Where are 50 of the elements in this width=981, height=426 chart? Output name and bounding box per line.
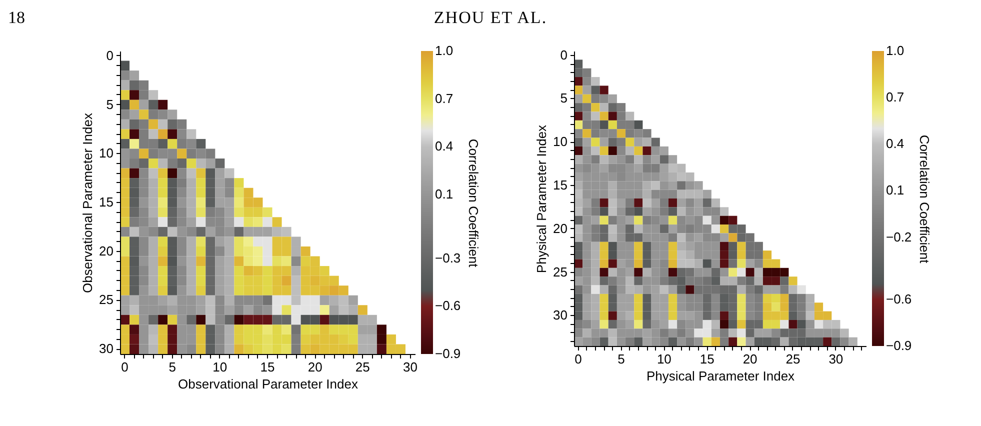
y-tick-label: 15 — [99, 194, 114, 210]
text: 18 — [8, 8, 25, 28]
color-bar-label: −0.6 — [435, 298, 461, 314]
color-bar-label: 0.1 — [435, 186, 454, 202]
color-bar-label: 0.1 — [886, 182, 904, 198]
x-tick-label: 5 — [168, 360, 176, 374]
x-tick-label: 5 — [618, 352, 625, 366]
x-tick-label: 15 — [700, 352, 714, 366]
y-tick-label: 5 — [106, 96, 114, 112]
x-axis-title: Observational Parameter Index — [178, 376, 358, 392]
color-bar-title: Correlation Coefficient — [917, 134, 932, 264]
x-tick-label: 0 — [574, 352, 582, 366]
y-tick-label: 5 — [560, 90, 568, 106]
color-bar-label: −0.9 — [435, 346, 461, 361]
x-tick-label: 20 — [308, 360, 322, 374]
x-axis-title: Physical Parameter Index — [646, 368, 796, 384]
color-bar-label: 1.0 — [435, 43, 454, 58]
y-tick-label: 15 — [553, 177, 568, 192]
color-bar-label: 0.4 — [435, 138, 454, 154]
color-bar-label: −0.6 — [886, 291, 912, 306]
y-axis-title: Physical Parameter Index — [534, 124, 550, 274]
color-bar-label: 0.7 — [435, 90, 454, 106]
x-tick-label: 25 — [355, 360, 370, 374]
y-tick-label: 10 — [553, 134, 568, 150]
color-bar-label: −0.9 — [886, 338, 912, 353]
y-tick-label: 10 — [99, 146, 114, 161]
x-tick-label: 10 — [212, 360, 228, 374]
x-tick-label: 10 — [656, 352, 672, 366]
y-axis-title: Observational Parameter Index — [80, 112, 96, 293]
y-tick-label: 30 — [553, 308, 568, 323]
y-tick-label: 0 — [560, 47, 568, 62]
y-tick-label: 25 — [553, 264, 568, 280]
y-tick-label: 30 — [99, 341, 114, 356]
color-bar-title: Correlation Coefficient — [466, 138, 481, 268]
color-bar-label: −0.3 — [435, 250, 461, 266]
y-tick-label: 0 — [106, 48, 114, 63]
y-tick-label: 20 — [553, 220, 568, 236]
x-tick-label: 25 — [786, 352, 800, 366]
y-tick-label: 20 — [99, 243, 114, 258]
color-bar-label: 0.7 — [886, 90, 904, 105]
color-bar-label: 1.0 — [886, 43, 904, 58]
x-tick-label: 30 — [403, 360, 418, 374]
color-bar-label: −0.2 — [886, 229, 912, 244]
text: ZHOU ET AL. — [434, 8, 548, 28]
y-tick-label: 25 — [99, 292, 114, 308]
x-tick-label: 0 — [121, 360, 128, 374]
x-tick-label: 15 — [260, 360, 275, 374]
color-bar-label: 0.4 — [886, 136, 904, 152]
x-tick-label: 20 — [742, 352, 758, 366]
x-tick-label: 30 — [828, 352, 844, 366]
